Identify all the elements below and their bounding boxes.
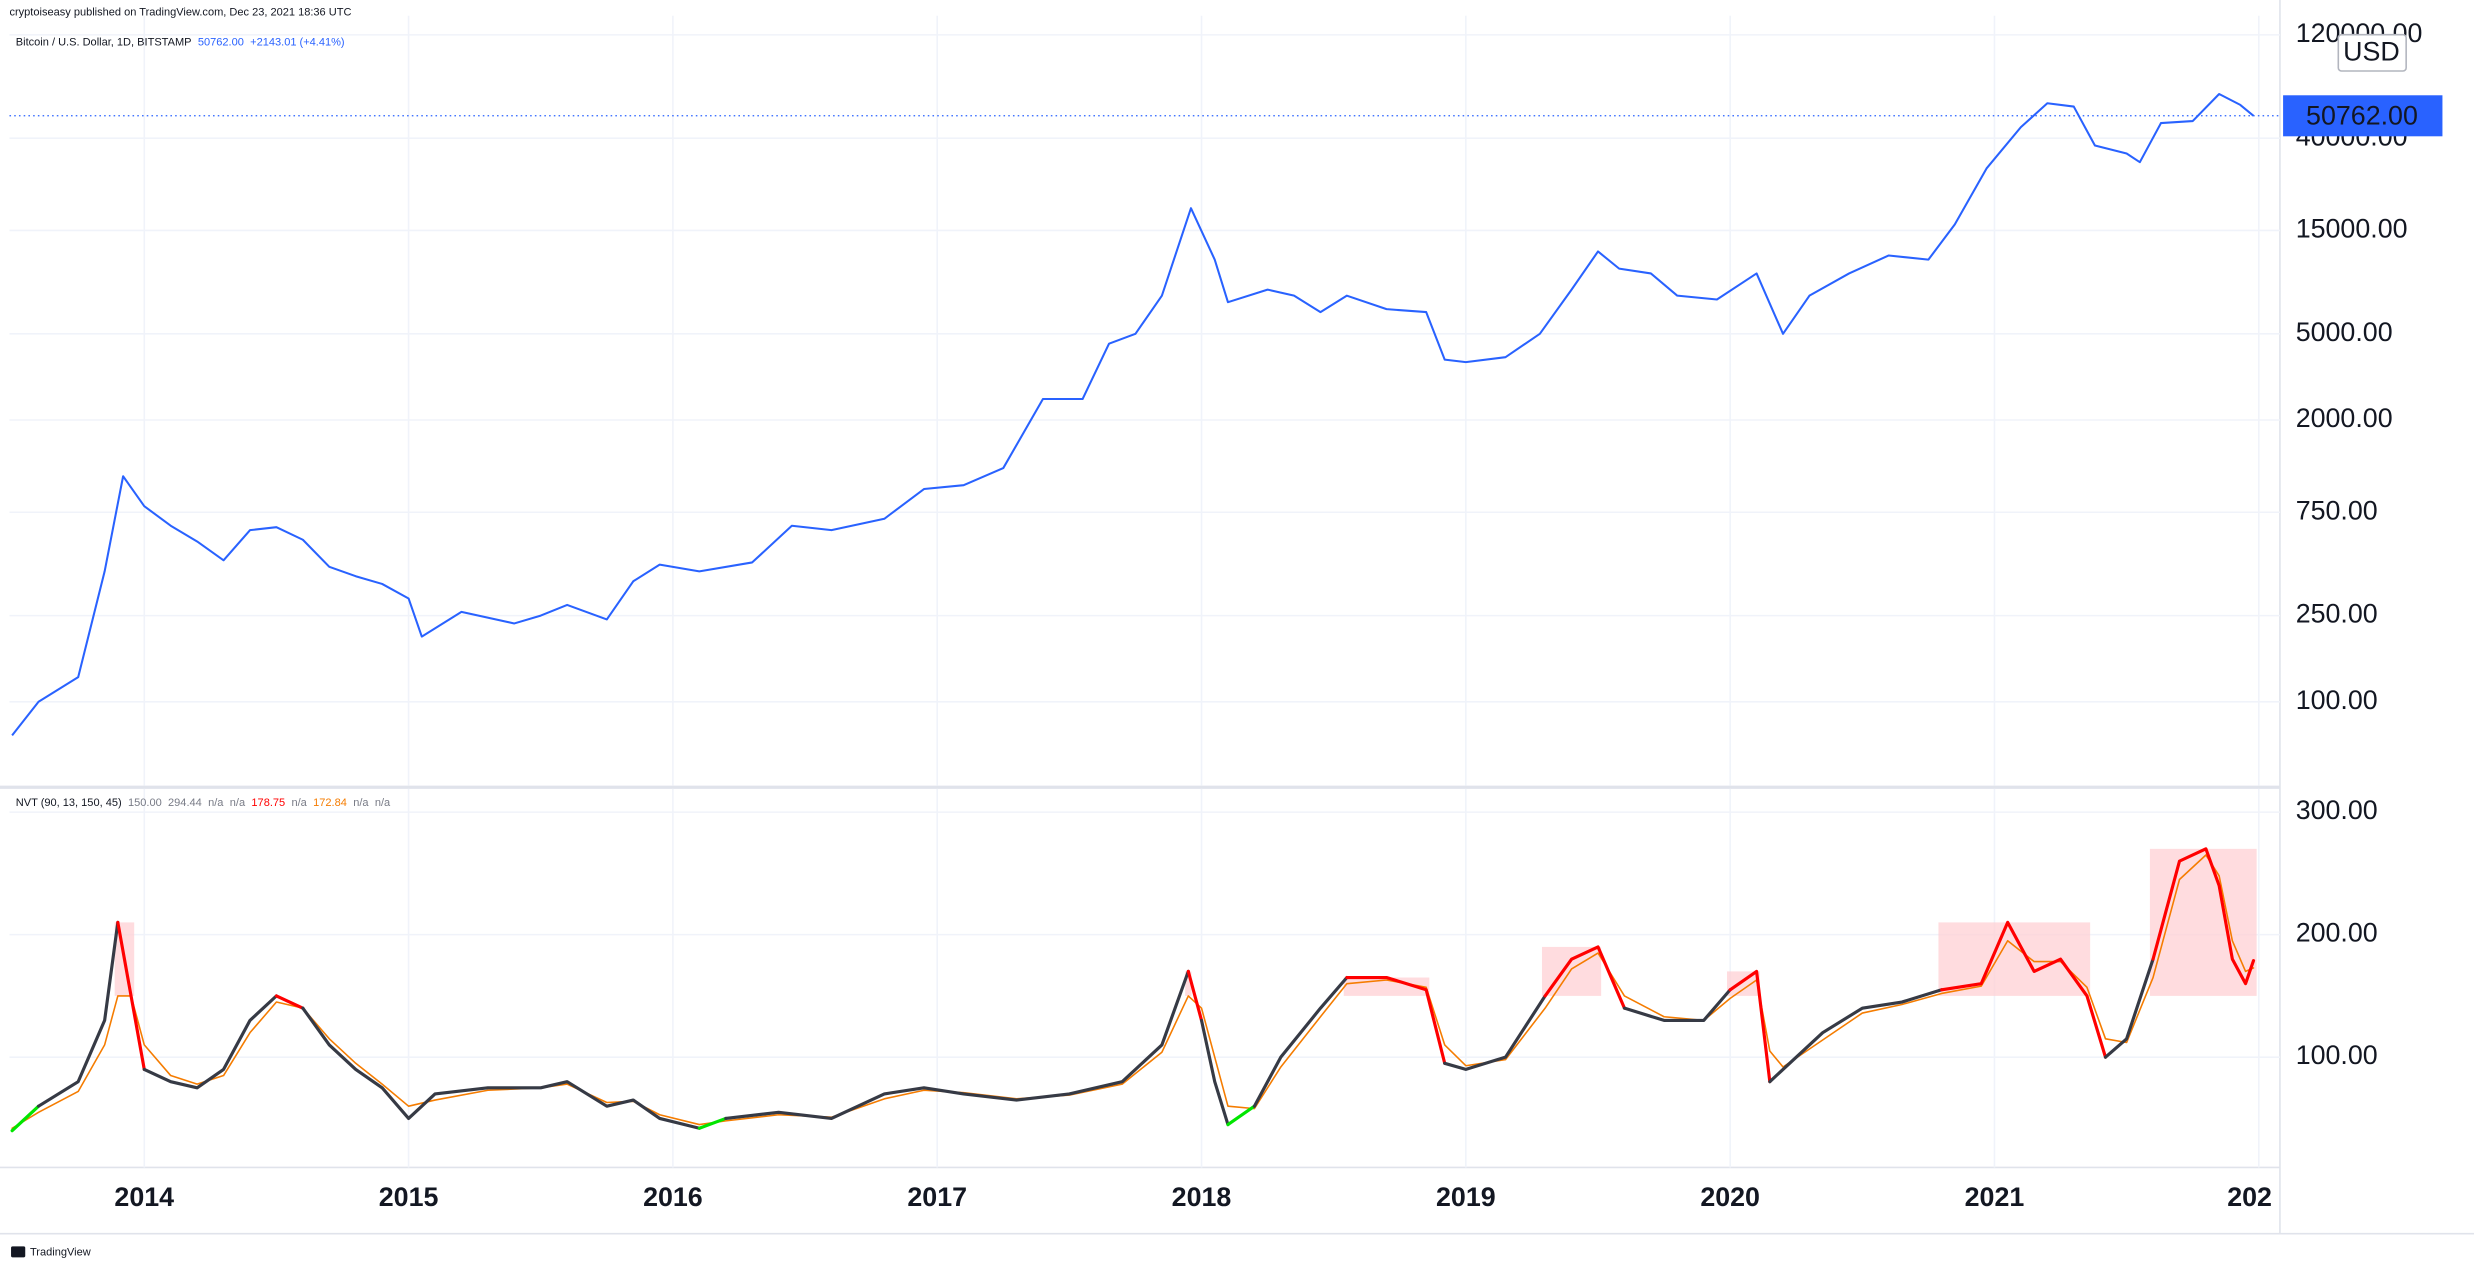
indicator-line	[1622, 988, 1732, 1022]
y-tick-label: 5000.00	[2296, 317, 2393, 347]
indicator-line	[301, 1006, 701, 1130]
indicator-line	[1940, 920, 2108, 1059]
grid	[9, 15, 2280, 786]
indicator-line	[274, 994, 305, 1010]
plot	[10, 847, 2257, 1133]
x-tick-label: 2021	[1965, 1182, 2025, 1212]
y-tick-label: 250.00	[2296, 599, 2378, 629]
indicator-line	[1186, 969, 1204, 1022]
last-price-box	[2283, 95, 2443, 137]
x-tick-label: 2018	[1172, 1182, 1232, 1212]
x-tick-label: 2016	[643, 1182, 703, 1212]
y-tick-label: 15000.00	[2296, 214, 2408, 244]
legend-value: n/a	[353, 797, 369, 809]
x-tick-label: 2017	[907, 1182, 967, 1212]
y-tick-label: 100.00	[2296, 685, 2378, 715]
indicator-line	[10, 1104, 41, 1133]
grid	[9, 788, 2280, 1168]
legend-title: Bitcoin / U.S. Dollar, 1D, BITSTAMP	[16, 37, 192, 49]
y-tick-label: 100.00	[2296, 1040, 2378, 1070]
y-tick-label: 750.00	[2296, 495, 2378, 525]
indicator-line	[1345, 975, 1447, 1065]
indicator-line	[116, 920, 146, 1071]
y-tick-label: 200.00	[2296, 918, 2378, 948]
x-tick-label: 2020	[1700, 1182, 1760, 1212]
legend-value: 294.44	[168, 797, 202, 809]
indicator-line	[1768, 988, 1944, 1084]
x-tick-label: 2015	[379, 1182, 439, 1212]
x-tick-label: 2019	[1436, 1182, 1496, 1212]
y-tick-label: 2000.00	[2296, 403, 2393, 433]
signal-zone	[1726, 971, 1760, 996]
legend-value: 178.75	[251, 797, 285, 809]
indicator-line	[1543, 945, 1627, 1010]
legend-title: NVT (90, 13, 150, 45)	[16, 797, 122, 809]
indicator-line	[2151, 847, 2256, 986]
indicator-line	[142, 994, 279, 1090]
currency-box	[2337, 33, 2407, 72]
last-price-label: 50762.00	[2306, 100, 2418, 130]
indicator-line	[697, 1116, 728, 1130]
brand-logo	[11, 1246, 26, 1258]
legend-value: n/a	[230, 797, 246, 809]
brand-text: TradingView	[30, 1247, 91, 1259]
price-line	[11, 92, 2255, 736]
brand: TradingView	[11, 1246, 91, 1259]
currency-label: USD	[2343, 37, 2400, 67]
x-tick-label: 202	[2227, 1182, 2272, 1212]
signal-zone	[1185, 971, 1192, 996]
legend-value: n/a	[291, 797, 307, 809]
indicator-line	[1226, 1104, 1256, 1127]
indicator-line	[36, 920, 120, 1108]
indicator-line	[1252, 975, 1349, 1108]
x-tick-label: 2014	[114, 1182, 174, 1212]
legend-value: 150.00	[128, 797, 162, 809]
legend-value: n/a	[375, 797, 391, 809]
legend-change: +2143.01 (+4.41%)	[250, 37, 344, 49]
publisher: cryptoiseasy published on TradingView.co…	[9, 7, 351, 19]
legend-value: n/a	[208, 797, 224, 809]
indicator-line	[11, 854, 2255, 1130]
y-tick-label: 300.00	[2296, 795, 2378, 825]
indicator-line	[2103, 957, 2155, 1059]
plot	[9, 92, 2280, 736]
indicator-line	[1199, 1018, 1230, 1127]
indicator-line	[1728, 969, 1772, 1084]
legend-value: 172.84	[313, 797, 347, 809]
indicator-line	[724, 969, 1190, 1121]
legend-value: 50762.00	[198, 37, 244, 49]
indicator-line	[1443, 994, 1547, 1071]
